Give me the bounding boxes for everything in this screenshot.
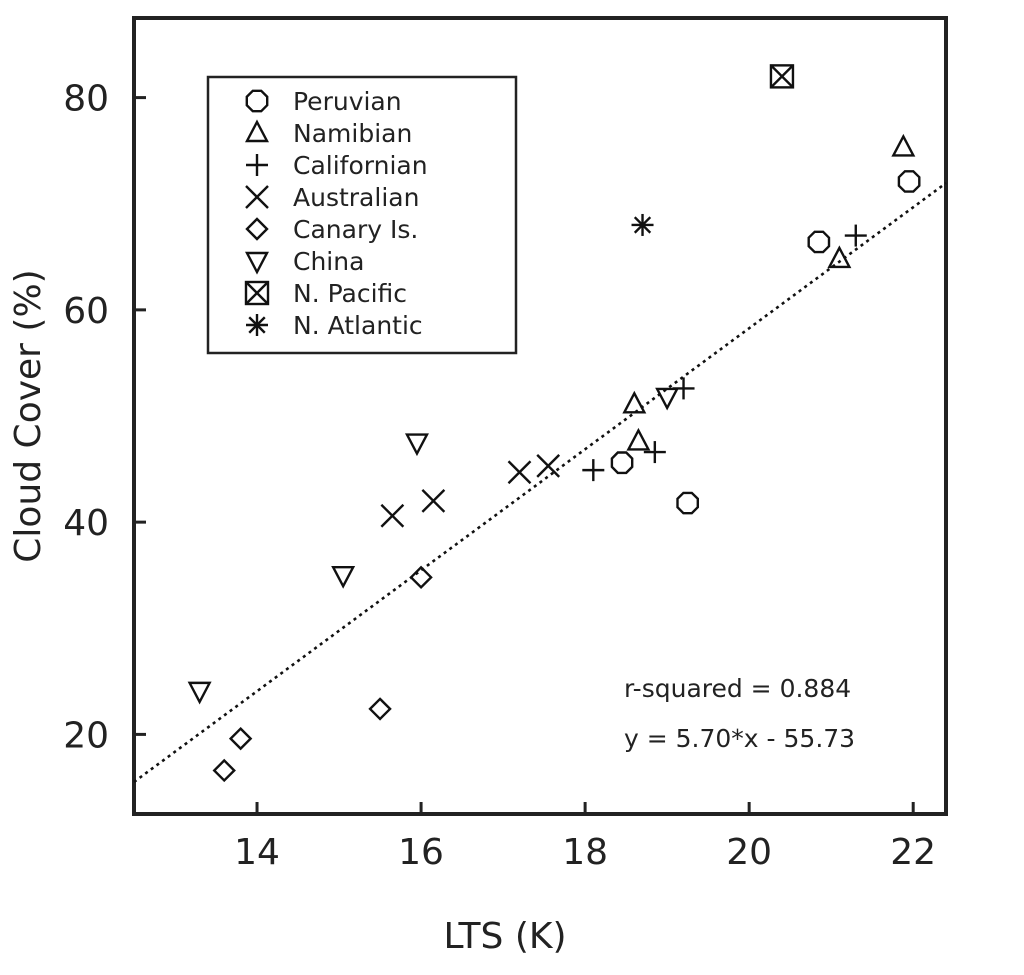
legend-marker-namibian xyxy=(245,119,269,143)
data-point-n-atlantic xyxy=(631,213,654,236)
x-tick-label: 14 xyxy=(234,832,280,873)
legend-label-namibian: Namibian xyxy=(293,119,412,148)
data-point-canary-is xyxy=(228,726,253,751)
legend-items: Peruvian Namibian Californian Australian Can… xyxy=(244,87,428,340)
legend-label-n-pacific: N. Pacific xyxy=(293,279,407,308)
data-point-peruvian xyxy=(807,230,831,254)
fit-line xyxy=(133,181,947,783)
data-point-canary-is xyxy=(409,565,433,590)
legend-marker-n-atlantic xyxy=(246,314,268,336)
data-point-namibian xyxy=(827,245,852,269)
legend-marker-n-pacific xyxy=(244,280,270,306)
x-tick-label: 22 xyxy=(890,832,936,873)
legend-label-canary-is: Canary Is. xyxy=(293,215,418,244)
x-axis-title: LTS (K) xyxy=(443,916,566,957)
legend-marker-australian xyxy=(245,185,269,209)
data-point-canary-is xyxy=(368,697,392,721)
data-point-canary-is xyxy=(212,758,236,783)
data-point-australian xyxy=(536,454,561,478)
data-point-china xyxy=(404,433,429,457)
legend-label-china: China xyxy=(293,247,364,276)
data-points xyxy=(187,64,921,783)
data-point-australian xyxy=(380,503,405,528)
data-point-californian xyxy=(582,459,605,482)
x-tick-label: 16 xyxy=(398,832,444,873)
x-tick-label: 18 xyxy=(562,832,608,873)
legend-marker-china xyxy=(245,251,269,275)
data-point-china xyxy=(331,566,356,589)
legend-marker-canary-is xyxy=(245,217,269,241)
data-point-namibian xyxy=(626,427,651,451)
equation-annotation: y = 5.70*x - 55.73 xyxy=(624,724,855,753)
legend-label-californian: Californian xyxy=(293,151,428,180)
fit-line-group xyxy=(133,181,947,783)
legend-label-peruvian: Peruvian xyxy=(293,87,402,116)
data-point-peruvian xyxy=(897,170,921,193)
legend-marker-peruvian xyxy=(245,89,269,113)
data-point-californian xyxy=(844,224,867,247)
legend: Peruvian Namibian Californian Australian Can… xyxy=(206,75,518,355)
y-tick-label: 20 xyxy=(63,715,109,756)
r-squared-annotation: r-squared = 0.884 xyxy=(624,674,851,703)
legend-label-n-atlantic: N. Atlantic xyxy=(293,311,423,340)
data-point-namibian xyxy=(622,390,647,414)
data-point-china xyxy=(655,387,680,411)
data-point-china xyxy=(187,681,212,705)
data-point-australian xyxy=(507,460,532,485)
y-axis-title: Cloud Cover (%) xyxy=(8,269,49,562)
data-point-californian xyxy=(643,441,666,464)
y-tick-label: 40 xyxy=(63,503,109,544)
plot-frame xyxy=(132,16,948,816)
data-point-australian xyxy=(421,489,446,513)
x-tick-label: 20 xyxy=(726,832,772,873)
data-point-n-pacific xyxy=(769,64,795,89)
y-tick-label: 60 xyxy=(63,291,109,332)
y-tick-label: 80 xyxy=(63,79,109,120)
legend-box xyxy=(206,75,518,355)
axis-ticks: 14 16 18 20 22 20 40 60 80 xyxy=(63,79,936,873)
data-point-namibian xyxy=(891,133,916,157)
data-point-peruvian xyxy=(610,451,634,475)
legend-marker-californian xyxy=(246,154,268,176)
data-point-peruvian xyxy=(676,491,699,515)
legend-label-australian: Australian xyxy=(293,183,419,212)
